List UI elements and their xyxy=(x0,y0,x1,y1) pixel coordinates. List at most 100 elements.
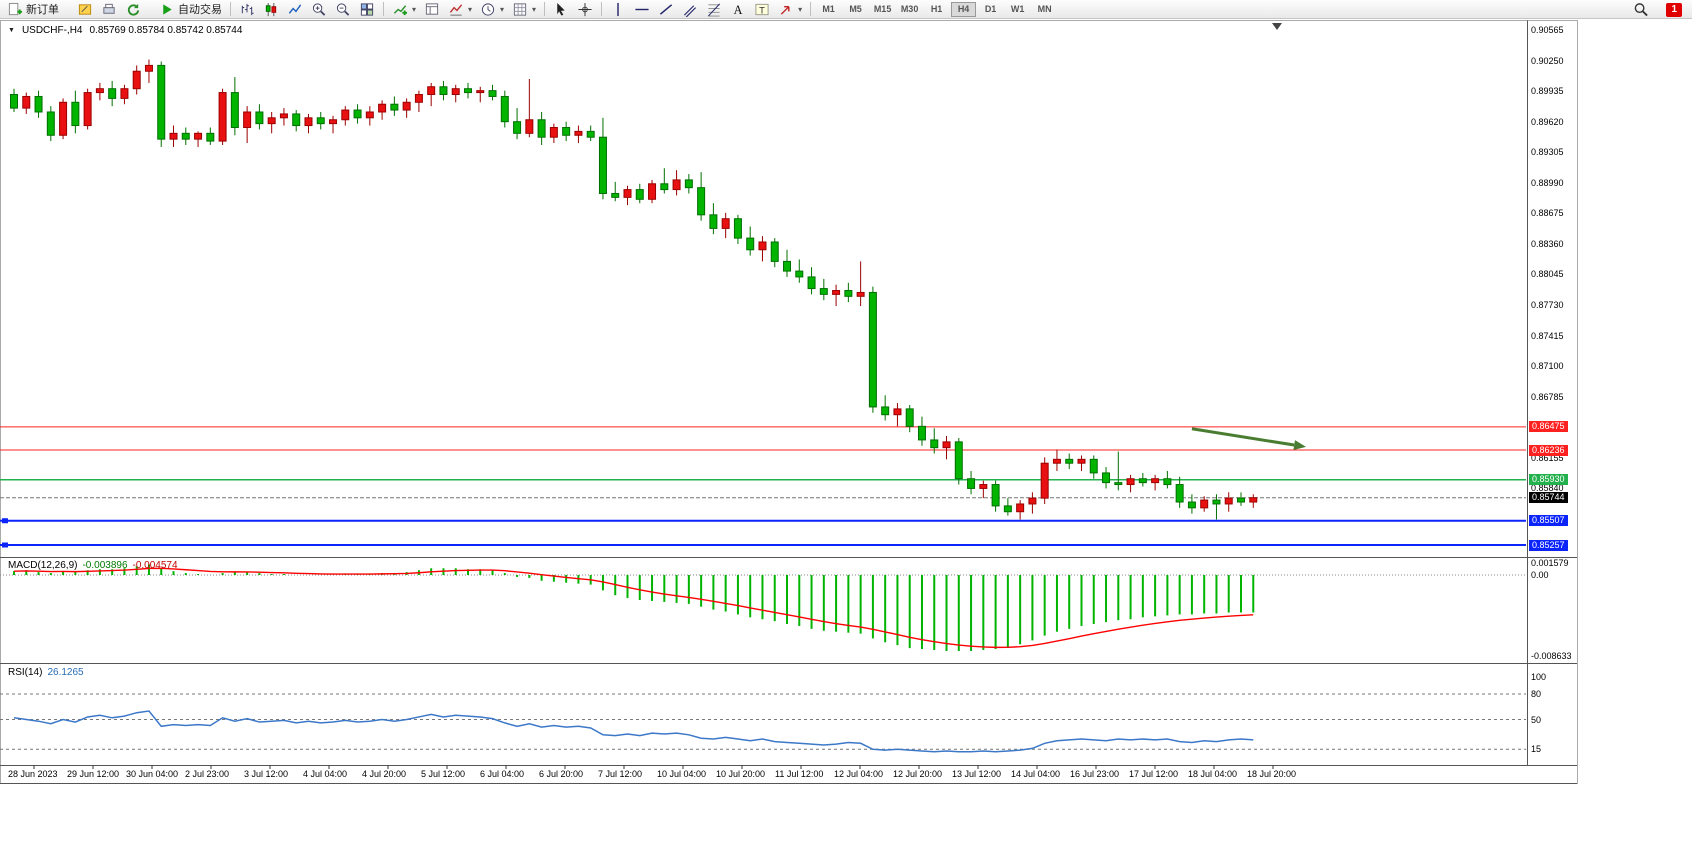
indicator2-icon xyxy=(449,3,463,16)
periods-button[interactable]: ▾ xyxy=(477,1,507,18)
hline-icon xyxy=(635,8,649,10)
indicators-list-button[interactable]: ▾ xyxy=(445,1,475,18)
tile-windows-button[interactable] xyxy=(356,1,378,18)
rsi-value: 26.1265 xyxy=(47,667,84,678)
timeframe-h1[interactable]: H1 xyxy=(924,2,949,17)
horizontal-level-lines[interactable] xyxy=(0,426,1526,548)
bars-icon xyxy=(241,3,254,15)
refresh-button[interactable] xyxy=(122,1,144,18)
toolbar-separator xyxy=(810,2,812,16)
toolbar-separator xyxy=(230,2,231,16)
pencil-icon xyxy=(78,3,92,15)
timeframe-m1[interactable]: M1 xyxy=(816,2,841,17)
templates-button[interactable]: ▾ xyxy=(509,1,539,18)
textT-icon: T xyxy=(755,3,769,15)
auto-trading-button[interactable]: 自动交易 xyxy=(156,1,225,18)
notification-badge[interactable]: 1 xyxy=(1666,2,1682,17)
linechart-icon xyxy=(288,3,302,14)
grid-icon xyxy=(513,2,527,16)
candlestick-mode-button[interactable] xyxy=(260,1,282,18)
vline-icon xyxy=(617,2,619,16)
search-button[interactable] xyxy=(1630,1,1652,18)
rsi-panel-label: RSI(14) 26.1265 xyxy=(8,667,84,678)
profiles-button[interactable] xyxy=(421,1,443,18)
indicator-icon xyxy=(393,4,408,15)
candles-icon xyxy=(265,2,277,16)
panel-borders xyxy=(0,20,1578,784)
chevron-down-icon: ▾ xyxy=(412,4,417,14)
print-icon xyxy=(103,3,115,14)
svg-text:A: A xyxy=(734,3,743,17)
new-order-button[interactable]: 新订单 xyxy=(4,1,62,18)
vertical-line-button[interactable] xyxy=(607,1,629,18)
textA-icon: A xyxy=(734,3,743,17)
symbol-period-label: USDCHF-,H4 xyxy=(21,25,83,36)
macd-panel-label: MACD(12,26,9) -0.003896 -0.004574 xyxy=(8,560,178,571)
rsi-name: RSI(14) xyxy=(8,667,43,678)
timeframe-mn[interactable]: MN xyxy=(1032,2,1057,17)
timeframe-h4[interactable]: H4 xyxy=(951,1,977,17)
ohlc-quote-label: 0.85769 0.85784 0.85742 0.85744 xyxy=(89,25,243,36)
neworder-icon xyxy=(8,2,23,15)
toolbar-right-cluster: 1 xyxy=(1630,1,1682,18)
timeframe-w1[interactable]: W1 xyxy=(1005,2,1030,17)
refresh-icon xyxy=(127,3,140,16)
svg-text:T: T xyxy=(759,5,765,15)
zoomout-icon xyxy=(336,2,350,16)
line-chart-mode-button[interactable] xyxy=(284,1,306,18)
auto-trading-label: 自动交易 xyxy=(178,4,222,16)
chevron-down-icon: ▾ xyxy=(532,4,537,14)
time-axis-ticks xyxy=(33,765,1274,769)
toolbar-separator xyxy=(601,2,603,16)
crosshair-icon xyxy=(578,2,592,16)
toolbar-separator xyxy=(544,2,546,16)
macd-name: MACD(12,26,9) xyxy=(8,560,78,571)
cursor-button[interactable] xyxy=(550,1,572,18)
play-icon xyxy=(163,3,172,15)
crosshair-button[interactable] xyxy=(574,1,596,18)
zoomin-icon xyxy=(312,2,326,16)
print-button[interactable] xyxy=(98,1,120,18)
toolbar: 新订单 自动交易 ▾ ▾ ▾ ▾ A T ▾ M1 M5 M15 M30 H1 H4 D1 W1 MN xyxy=(0,0,1692,19)
text-label-button[interactable]: T xyxy=(751,1,773,18)
new-chart-button[interactable]: ▾ xyxy=(389,1,419,18)
metaeditor-button[interactable] xyxy=(74,1,96,18)
shift-marker-icon xyxy=(1272,23,1282,30)
new-order-label: 新订单 xyxy=(26,4,59,16)
clock-icon xyxy=(481,2,495,16)
trendline-button[interactable] xyxy=(655,1,677,18)
timeframe-m5[interactable]: M5 xyxy=(843,2,868,17)
text-button[interactable]: A xyxy=(727,1,749,18)
macd-indicator xyxy=(0,564,1526,651)
fibo-icon xyxy=(708,3,721,17)
macd-signal-value: -0.004574 xyxy=(132,560,178,571)
tiles-icon xyxy=(360,2,374,16)
candles xyxy=(10,59,1258,520)
toolbar-separator xyxy=(383,2,384,16)
zoom-out-button[interactable] xyxy=(332,1,354,18)
macd-main-value: -0.003896 xyxy=(82,560,128,571)
bar-chart-mode-button[interactable] xyxy=(236,1,258,18)
tline-icon xyxy=(659,3,673,15)
template-icon xyxy=(425,2,439,15)
cursor-icon xyxy=(557,2,565,16)
timeframe-m15[interactable]: M15 xyxy=(870,2,895,17)
chevron-down-icon: ▾ xyxy=(798,4,803,14)
zoom-in-button[interactable] xyxy=(308,1,330,18)
trend-arrow-annotation[interactable] xyxy=(1191,427,1307,450)
chart-title: ▼ USDCHF-,H4 0.85769 0.85784 0.85742 0.8… xyxy=(8,25,242,36)
arrow-objects-button[interactable]: ▾ xyxy=(775,1,805,18)
collapse-chart-icon[interactable]: ▼ xyxy=(8,27,15,34)
timeframe-d1[interactable]: D1 xyxy=(978,2,1003,17)
equidistant-channel-button[interactable] xyxy=(679,1,701,18)
timeframe-m30[interactable]: M30 xyxy=(897,2,922,17)
channel-icon xyxy=(684,4,697,17)
fibonacci-button[interactable] xyxy=(703,1,725,18)
arrowobj-icon xyxy=(780,5,790,15)
search-icon xyxy=(1635,3,1649,17)
chevron-down-icon: ▾ xyxy=(500,4,505,14)
rsi-indicator xyxy=(0,693,1526,753)
horizontal-line-button[interactable] xyxy=(631,1,653,18)
